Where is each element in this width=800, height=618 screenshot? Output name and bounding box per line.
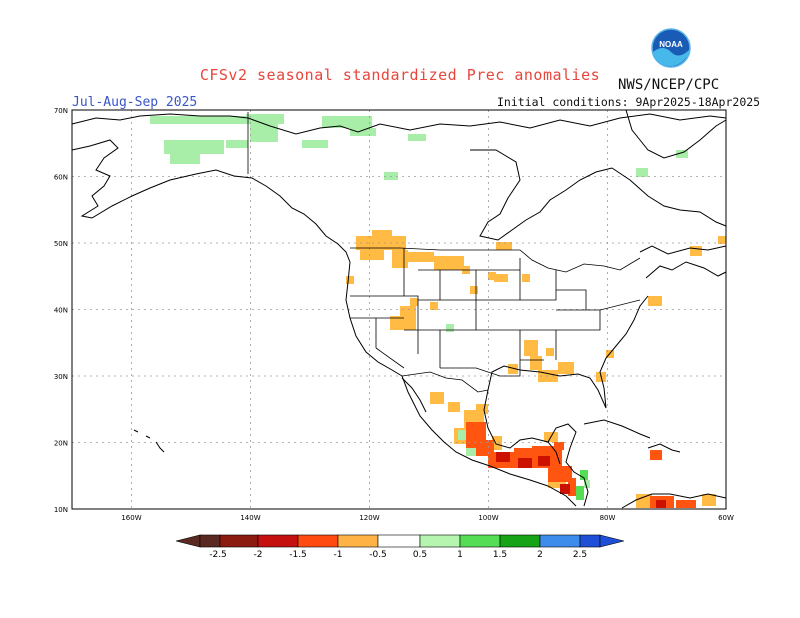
colorbar-label-2: 2: [537, 550, 543, 560]
colorbar-seg-9: [499, 534, 541, 548]
colorbar-seg-5: [337, 534, 379, 548]
colorbar-label-neg1-5: -1.5: [289, 550, 307, 560]
colorbar-label-neg0-5: -0.5: [369, 550, 387, 560]
colorbar-left-arrow: [175, 534, 201, 548]
lat-label-40n: 40N: [54, 307, 68, 315]
graticule: [72, 109, 726, 509]
noaa-logo-text: NOAA: [659, 40, 683, 49]
land-outline: [71, 109, 727, 509]
lat-label-30n: 30N: [54, 373, 68, 381]
lat-label-50n: 50N: [54, 240, 68, 248]
colorbar-seg-7: [419, 534, 461, 548]
colorbar-label-1-5: 1.5: [493, 550, 507, 560]
colorbar-seg-10: [539, 534, 581, 548]
political-boundaries: [247, 112, 641, 393]
colorbar-seg-6: [377, 534, 421, 548]
lat-label-60n: 60N: [54, 174, 68, 182]
initial-conditions-label: Initial conditions: 9Apr2025-18Apr2025: [497, 95, 761, 109]
lat-label-20n: 20N: [54, 440, 68, 448]
lon-label-80w: 80W: [600, 514, 616, 522]
lon-label-140w: 140W: [240, 514, 260, 522]
colorbar-label-neg2: -2: [254, 550, 263, 560]
colorbar-seg-11: [579, 534, 601, 548]
lon-label-160w: 160W: [121, 514, 141, 522]
colorbar-label-neg2-5: -2.5: [209, 550, 227, 560]
lon-label-60w: 60W: [718, 514, 734, 522]
colorbar-label-1: 1: [457, 550, 463, 560]
colorbar-seg-1: [199, 534, 221, 548]
organization-label: NWS/NCEP/CPC: [618, 77, 720, 93]
map-frame: [71, 109, 727, 510]
colorbar-right-arrow: [599, 534, 625, 548]
colorbar-label-neg1: -1: [334, 550, 343, 560]
noaa-logo: NOAA: [651, 28, 691, 68]
period-label: Jul-Aug-Sep 2025: [72, 95, 198, 110]
lon-label-100w: 100W: [478, 514, 498, 522]
latitude-labels: 70N 60N 50N 40N 30N 20N 10N: [54, 107, 68, 514]
lon-label-120w: 120W: [359, 514, 379, 522]
longitude-labels: 160W 140W 120W 100W 80W 60W: [121, 514, 734, 522]
colorbar-seg-8: [459, 534, 501, 548]
colorbar-label-0-5: 0.5: [413, 550, 427, 560]
map-title: CFSv2 seasonal standardized Prec anomali…: [199, 66, 601, 84]
colorbar-seg-3: [257, 534, 299, 548]
lat-label-10n: 10N: [54, 506, 68, 514]
colorbar-tick-labels: -2.5 -2 -1.5 -1 -0.5 0.5 1 1.5 2 2.5: [209, 550, 587, 560]
colorbar-seg-2: [219, 534, 259, 548]
anomaly-patches: [150, 114, 726, 508]
colorbar-seg-4: [297, 534, 339, 548]
lat-label-70n: 70N: [54, 107, 68, 115]
colorbar-label-2-5: 2.5: [573, 550, 587, 560]
